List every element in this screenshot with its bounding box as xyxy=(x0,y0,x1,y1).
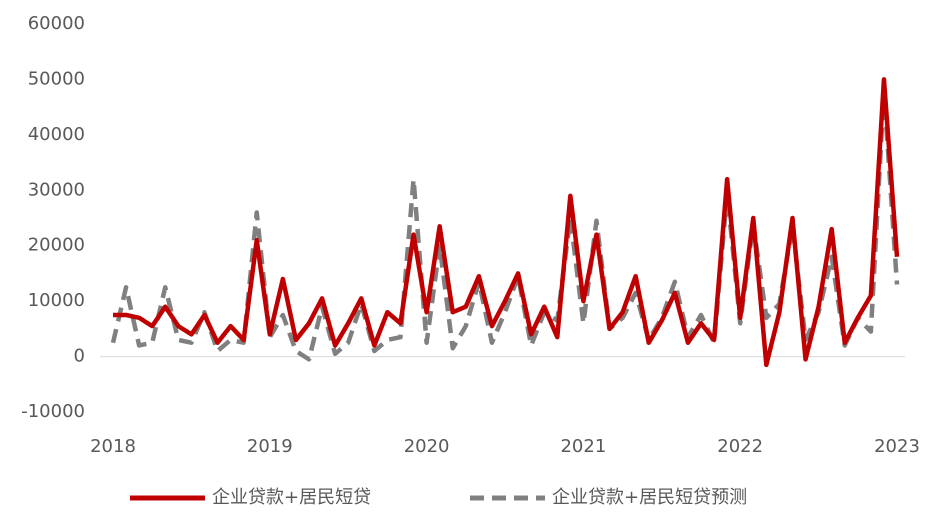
y-tick-label: 0 xyxy=(74,346,85,367)
x-tick-label: 2020 xyxy=(404,436,450,457)
x-tick-label: 2023 xyxy=(874,436,920,457)
x-tick-label: 2021 xyxy=(560,436,606,457)
x-tick-label: 2018 xyxy=(90,436,136,457)
legend-label: 企业贷款+居民短贷 xyxy=(212,487,371,508)
series-line xyxy=(110,88,900,362)
y-tick-label: 40000 xyxy=(28,124,85,145)
y-tick-label: -10000 xyxy=(21,401,85,422)
y-tick-label: 50000 xyxy=(28,68,85,89)
legend-label: 企业贷款+居民短贷预测 xyxy=(552,487,747,508)
y-tick-label: 30000 xyxy=(28,179,85,200)
y-tick-label: 10000 xyxy=(28,290,85,311)
y-tick-label: 20000 xyxy=(28,235,85,256)
series-line xyxy=(113,77,900,368)
x-tick-label: 2019 xyxy=(247,436,293,457)
x-tick-label: 2022 xyxy=(717,436,763,457)
y-tick-label: 60000 xyxy=(28,13,85,34)
